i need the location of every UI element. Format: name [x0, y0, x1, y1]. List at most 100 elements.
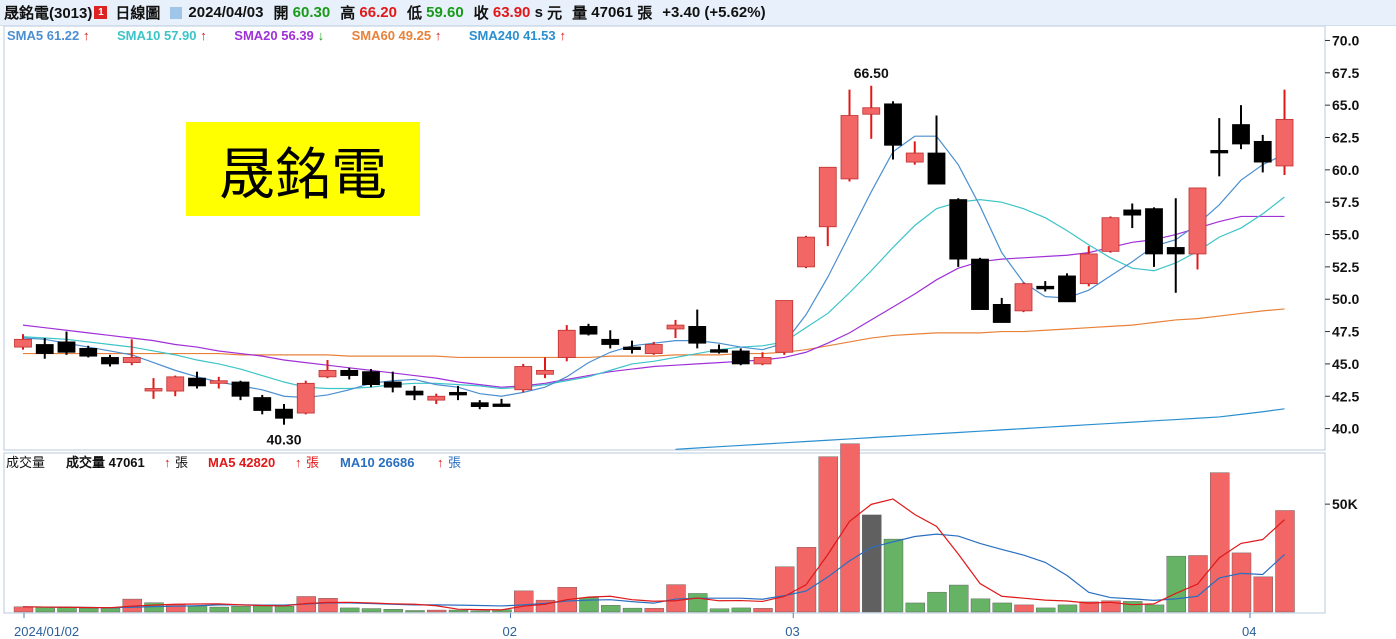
candle-body [35, 344, 54, 354]
sma60-line [23, 308, 1285, 359]
volume-bar [1057, 604, 1078, 613]
volume-bar [1079, 601, 1099, 613]
date-axis-ticks: 2024/01/02 02 03 04 [14, 613, 1256, 639]
flag-text: s [534, 4, 543, 21]
volume-bar [340, 607, 360, 613]
volume-value: 47061 [591, 4, 634, 21]
price-tick-label: 70.0 [1332, 32, 1359, 48]
volume-bar [775, 566, 795, 613]
price-tick-label: 57.5 [1332, 194, 1359, 210]
volume-bars [13, 443, 1295, 613]
date-tick-label: 04 [1242, 624, 1256, 639]
volume-bar [231, 605, 251, 613]
candle-body [166, 376, 185, 392]
trend-arrow-icon: ↑ [560, 28, 567, 43]
candle-body [427, 395, 446, 401]
stock-chart[interactable]: 70.0 67.5 65.0 62.5 60.0 57.5 55.0 52.5 50.0 47.5… [0, 26, 1396, 639]
candle-body [710, 349, 728, 353]
volume-bar [535, 599, 556, 613]
volume-bar [818, 456, 838, 613]
volume-bar [949, 584, 969, 613]
volume-bar [905, 602, 925, 613]
candle-body [405, 390, 424, 396]
volume-bar [1166, 555, 1186, 613]
sma10-line [22, 196, 1285, 390]
volume-bar [644, 608, 664, 613]
stock-name[interactable]: 晟銘電(3013) [4, 5, 93, 22]
price-tick-label: 47.5 [1332, 324, 1359, 340]
volume-bar [622, 607, 643, 613]
date-tick-label: 03 [785, 624, 799, 639]
volume-bar [1101, 600, 1121, 613]
candle-body [840, 115, 859, 180]
trend-arrow-icon: ↑ [83, 28, 90, 43]
candle-body [1101, 217, 1120, 252]
date-tick-label: 2024/01/02 [14, 624, 79, 639]
trend-arrow-icon: ↑ [200, 28, 207, 43]
volume-bar [1231, 552, 1252, 613]
sma-legend-item: SMA60 49.25 [352, 28, 432, 43]
volume-bar [796, 547, 817, 613]
volume-bar [1036, 607, 1056, 613]
candle-body [1058, 275, 1076, 303]
volume-bar [579, 597, 599, 613]
candle-body [231, 381, 250, 397]
volume-bar [709, 608, 730, 613]
candle-body [1145, 208, 1163, 255]
volume-bar [361, 608, 382, 613]
calendar-icon[interactable] [170, 6, 183, 19]
volume-bar [753, 608, 773, 613]
price-tick-label: 65.0 [1332, 97, 1359, 113]
candle-body [905, 152, 924, 163]
candle-body [209, 380, 228, 384]
quote-date: 2024/04/03 [188, 4, 264, 21]
candle-body [122, 357, 141, 364]
price-tick-label: 62.5 [1332, 130, 1359, 146]
volume-bar [601, 605, 621, 613]
candle-body [492, 403, 511, 407]
volume-legend-item: ↑ [437, 455, 444, 470]
price-panel[interactable] [3, 26, 1326, 451]
volume-bar [383, 608, 403, 613]
alert-badge[interactable]: 1 [94, 6, 108, 19]
volume-bar [79, 607, 99, 613]
volume-bar [731, 607, 751, 613]
high-value: 66.20 [359, 4, 397, 21]
volume-legend-item: 張 [448, 455, 461, 470]
candle-body [79, 347, 98, 357]
price-tick-label: 55.0 [1332, 227, 1359, 243]
candle-body [1036, 285, 1055, 290]
volume-bar [100, 608, 121, 613]
close-label: 收 [473, 5, 489, 22]
candle-body [753, 357, 772, 365]
candle-body [557, 329, 576, 358]
volume-legend-item: 張 [306, 455, 319, 470]
candle-body [296, 382, 315, 414]
volume-bar [883, 538, 904, 613]
candle-body [449, 391, 467, 396]
candle-body [470, 402, 489, 407]
trend-arrow-icon: ↑ [435, 28, 442, 43]
sma-legend: SMA5 61.22 ↑ SMA10 57.90 ↑ SMA20 56.39 ↓ SMA60… [7, 28, 566, 43]
candle-body [884, 103, 902, 146]
sma-legend-item: SMA5 61.22 [7, 28, 79, 43]
volume-tick-label: 50K [1332, 496, 1358, 512]
candle-body [731, 350, 750, 365]
volume-legend-item: ↑ [295, 455, 302, 470]
price-tick-label: 42.5 [1332, 388, 1359, 404]
volume-bar [688, 593, 708, 613]
volume-bar [57, 607, 77, 613]
volume-legend-item: 張 [175, 455, 188, 470]
volume-bar [1123, 601, 1143, 613]
price-axis [1326, 26, 1396, 613]
candle-body [318, 369, 337, 378]
volume-bar [405, 610, 425, 613]
chart-kind[interactable]: 日線圖 [115, 5, 161, 22]
high-label: 高 [340, 5, 356, 22]
low-value: 59.60 [426, 4, 464, 21]
sma-legend-item: SMA10 57.90 [117, 28, 197, 43]
volume-bar [840, 443, 860, 613]
volume-bar [274, 605, 295, 613]
volume-ma-lines [22, 498, 1285, 611]
volume-panel[interactable] [3, 452, 1326, 614]
